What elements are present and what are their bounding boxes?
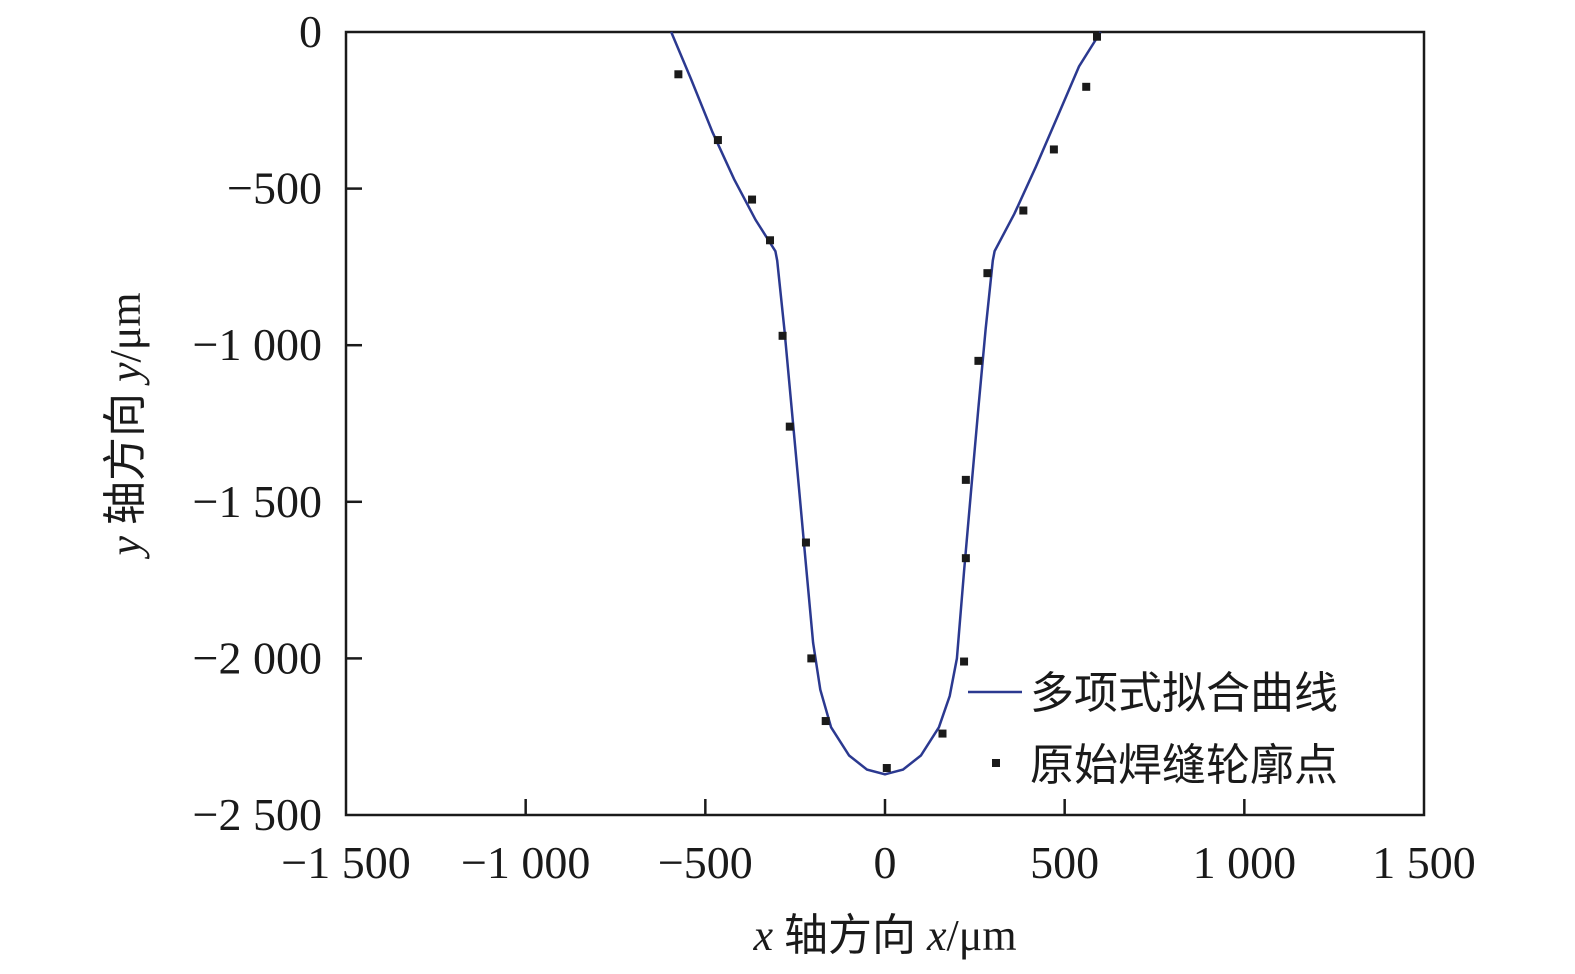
- scatter-point: [1019, 206, 1028, 215]
- scatter-point: [983, 269, 992, 278]
- legend-label-points: 原始焊缝轮廓点: [1030, 741, 1338, 790]
- scatter-point: [801, 538, 810, 547]
- x-tick-labels: −1 500 −1 000 −500 0 500 1 000 1 500: [281, 837, 1475, 888]
- legend: 多项式拟合曲线 原始焊缝轮廓点: [968, 669, 1338, 790]
- x-tick-label: −1 000: [461, 837, 590, 888]
- scatter-point: [766, 236, 775, 245]
- scatter-point: [960, 657, 969, 666]
- scatter-point: [1049, 145, 1058, 154]
- scatter-point: [713, 136, 722, 145]
- y-tick-labels: 0 −500 −1 000 −1 500 −2 000 −2 500: [193, 6, 322, 840]
- y-tick-label: −2 500: [193, 789, 322, 840]
- x-axis-label: x 轴方向 x/μm: [752, 911, 1016, 960]
- scatter-point: [1082, 82, 1091, 91]
- plot-area: [344, 30, 1426, 817]
- y-axis-text: 轴方向: [101, 382, 150, 536]
- scatter-point: [674, 70, 683, 79]
- x-axis-var: x: [752, 911, 773, 960]
- y-tick-label: −1 000: [193, 319, 322, 370]
- x-tick-label: 1 000: [1193, 837, 1297, 888]
- scatter-point: [748, 195, 757, 204]
- x-axis-var2: x: [926, 911, 947, 960]
- scatter-point: [778, 331, 787, 340]
- y-tick-label: −1 500: [193, 476, 322, 527]
- fit-curve-line: [670, 31, 1102, 776]
- scatter-point: [785, 422, 794, 431]
- y-axis-var2: y: [101, 362, 150, 386]
- x-axis-ticks: [524, 799, 1246, 815]
- x-tick-label: 500: [1030, 837, 1099, 888]
- x-tick-label: 0: [874, 837, 897, 888]
- scatter-point: [821, 717, 830, 726]
- legend-label-fit: 多项式拟合曲线: [1030, 669, 1338, 718]
- x-axis-unit: /μm: [947, 911, 1017, 960]
- scatter-point: [974, 356, 983, 365]
- y-tick-label: −500: [227, 163, 322, 214]
- y-axis-unit: /μm: [101, 292, 150, 362]
- y-tick-label: 0: [299, 6, 322, 57]
- scatter-point: [961, 554, 970, 563]
- x-tick-label: 1 500: [1372, 837, 1476, 888]
- y-axis-label: y 轴方向 y/μm: [101, 292, 150, 559]
- scatter-markers: [674, 32, 1102, 773]
- y-axis-var: y: [101, 536, 150, 560]
- scatter-point: [807, 654, 816, 663]
- y-tick-label: −2 000: [193, 632, 322, 683]
- y-axis-ticks: [346, 187, 362, 660]
- x-tick-label: −500: [658, 837, 753, 888]
- legend-marker-swatch: [992, 759, 1000, 767]
- scatter-point: [882, 764, 891, 773]
- x-tick-label: −1 500: [281, 837, 410, 888]
- scatter-point: [961, 475, 970, 484]
- scatter-point: [1093, 32, 1102, 41]
- x-axis-text: 轴方向: [773, 911, 927, 960]
- scatter-point: [938, 729, 947, 738]
